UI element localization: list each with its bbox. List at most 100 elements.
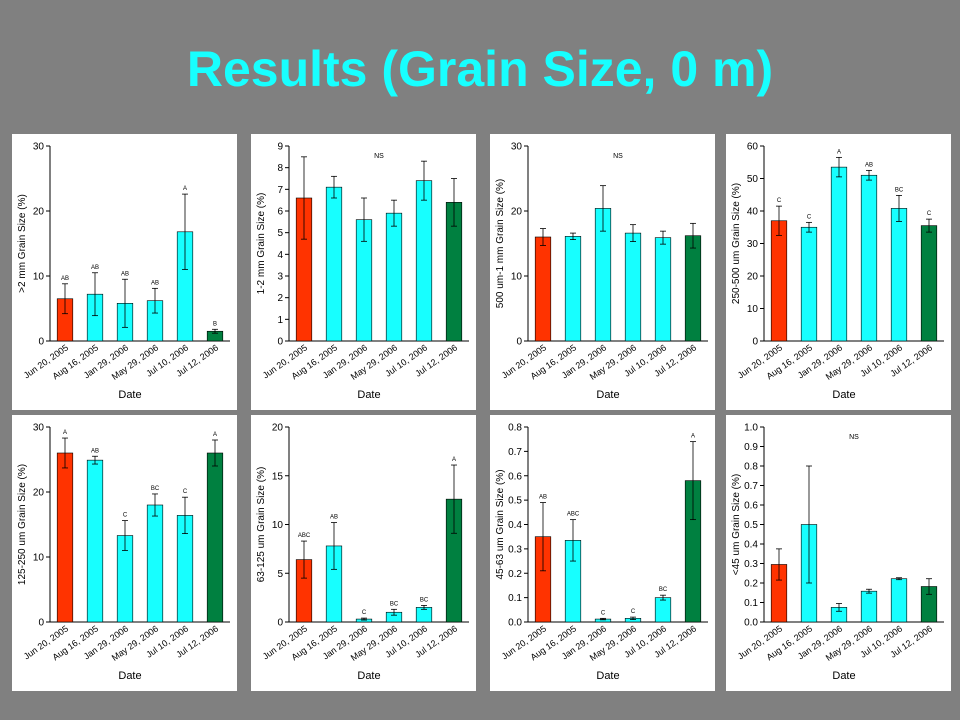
y-tick-label: 30 [511,142,523,153]
y-tick-label: 0 [752,337,758,348]
bar [415,180,433,342]
significance-letter: BC [151,486,160,492]
y-tick-label: 0.6 [744,501,758,512]
bar [534,236,552,342]
x-axis-label: Date [596,670,619,682]
significance-letter: BC [895,187,904,193]
y-tick-label: 20 [33,488,45,499]
y-tick-label: 0.4 [744,540,758,551]
y-tick-label: 0.3 [744,559,758,570]
significance-letter: AB [121,271,129,277]
significance-letter: BC [420,597,429,603]
y-tick-label: 10 [33,553,45,564]
y-tick-label: 10 [33,272,45,283]
y-axis-label: 125-250 um Grain Size (%) [17,464,28,585]
significance-letter: BC [659,587,668,593]
y-tick-label: 15 [272,471,284,482]
y-axis-label: <45 um Grain Size (%) [731,474,742,575]
significance-letter: AB [539,495,547,501]
y-tick-label: 50 [747,174,759,185]
significance-letter: AB [91,448,99,454]
bar [206,452,224,623]
y-tick-label: 30 [33,142,45,153]
chart-gt2mm: 0 10 20 30 >2 mm Grain Size (%) AB Jun 20, 200… [12,134,237,410]
y-tick-label: 0 [277,618,283,629]
y-tick-label: 0.9 [744,442,758,453]
y-axis-label: 1-2 mm Grain Size (%) [256,193,267,295]
bar [890,578,908,623]
bar [684,235,702,342]
y-axis-label: 250-500 um Grain Size (%) [731,183,742,304]
ns-label: NS [849,434,859,441]
slide-title: Results (Grain Size, 0 m) [186,41,774,97]
chart-lt45um: 0.0 0.1 0.2 0.3 0.4 0.5 0.6 0.7 0.8 0.9 1.0 <45 um … [726,415,951,691]
y-tick-label: 5 [277,228,283,239]
y-tick-label: 0.2 [744,579,758,590]
x-axis-label: Date [118,670,141,682]
y-tick-label: 3 [277,272,283,283]
y-tick-label: 0.3 [508,544,522,555]
chart-45-63um: 0.0 0.1 0.2 0.3 0.4 0.5 0.6 0.7 0.8 45-63 um Grai… [490,415,715,691]
y-axis-label: 45-63 um Grain Size (%) [495,469,506,579]
y-tick-label: 60 [747,142,759,153]
bar [146,504,164,623]
bar [325,186,343,342]
y-tick-label: 30 [747,239,759,250]
chart-125-250um: 0 10 20 30 125-250 um Grain Size (%) A Jun 20,… [12,415,237,691]
significance-letter: AB [330,515,338,521]
significance-letter: AB [151,280,159,286]
bar [860,174,878,342]
bar [800,226,818,342]
y-tick-label: 1.0 [744,423,758,434]
significance-letter: ABC [567,512,580,518]
significance-letter: C [123,513,128,519]
x-axis-label: Date [832,389,855,401]
significance-letter: B [213,321,217,327]
significance-letter: C [807,214,812,220]
y-axis-label: >2 mm Grain Size (%) [17,194,28,293]
bar [890,208,908,342]
y-tick-label: 6 [277,207,283,218]
significance-letter: AB [865,162,873,168]
y-tick-label: 0 [38,337,44,348]
significance-letter: C [601,610,606,616]
y-tick-label: 0.7 [508,447,522,458]
y-tick-label: 30 [33,423,45,434]
y-tick-label: 0.8 [508,423,522,434]
x-axis-label: Date [832,670,855,682]
y-tick-label: 0.1 [508,593,522,604]
y-tick-label: 0.1 [744,598,758,609]
bar [564,236,582,342]
y-tick-label: 0.2 [508,569,522,580]
y-tick-label: 0 [277,337,283,348]
y-tick-label: 4 [277,250,283,261]
significance-letter: A [63,430,67,436]
significance-letter: AB [61,276,69,282]
y-tick-label: 0.7 [744,481,758,492]
y-tick-label: 0.0 [744,618,758,629]
chart-1-2mm: 0 1 2 3 4 5 6 7 8 9 1-2 mm Grain Size (%) Jun 20, 2… [251,134,476,410]
y-tick-label: 0.6 [508,471,522,482]
ns-label: NS [613,153,623,160]
y-tick-label: 1 [277,315,283,326]
y-tick-label: 8 [277,163,283,174]
bar [654,597,672,623]
significance-letter: A [452,457,456,463]
bar [86,459,104,623]
bar [920,225,938,342]
y-tick-label: 20 [33,207,45,218]
y-tick-label: 5 [277,569,283,580]
significance-letter: C [631,609,636,615]
significance-letter: A [183,186,187,192]
y-tick-label: 10 [747,304,759,315]
y-axis-label: 500 um-1 mm Grain Size (%) [495,179,506,308]
chart-500um-1mm: 0 10 20 30 500 um-1 mm Grain Size (%) Jun 20,… [490,134,715,410]
bar [770,220,788,342]
y-tick-label: 10 [511,272,523,283]
significance-letter: BC [390,601,399,607]
significance-letter: A [837,149,841,155]
x-axis-label: Date [357,670,380,682]
significance-letter: C [362,610,367,616]
bar [860,590,878,623]
significance-letter: A [691,434,695,440]
